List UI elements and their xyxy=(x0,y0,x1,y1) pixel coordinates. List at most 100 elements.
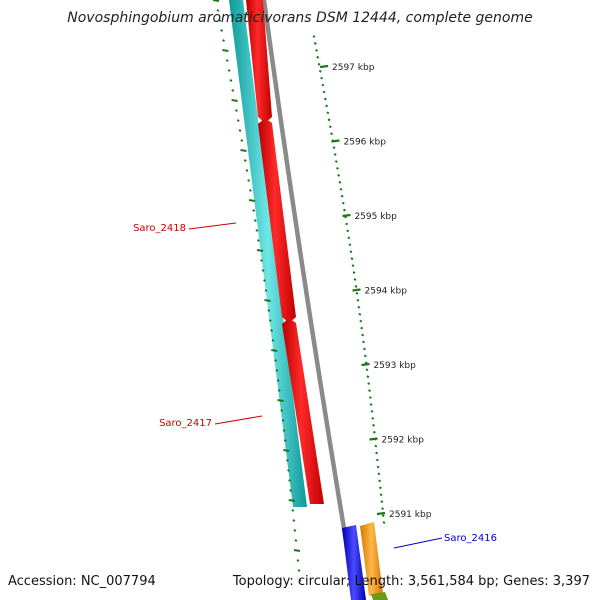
inner-tick-mark xyxy=(294,539,298,542)
inner-tick-mark xyxy=(238,129,242,132)
outer-tick-mark xyxy=(359,319,363,323)
inner-tick-mark xyxy=(240,139,244,142)
inner-tick-mark xyxy=(231,89,235,92)
tick-label: 2593 kbp xyxy=(373,361,416,371)
outer-tick-mark xyxy=(321,83,325,87)
inner-tick-mark xyxy=(297,569,301,572)
inner-tick-mark xyxy=(282,429,286,432)
tick-label: 2594 kbp xyxy=(365,287,408,297)
outer-tick-mark xyxy=(367,382,371,386)
inner-tick-mark xyxy=(264,299,271,302)
outer-tick-mark xyxy=(332,146,336,149)
outer-tick-mark xyxy=(346,229,350,233)
inner-tick-mark xyxy=(267,309,271,312)
outer-tick-mark xyxy=(372,423,375,427)
outer-tick-mark xyxy=(350,257,354,261)
cyan-track xyxy=(229,0,307,507)
major-tick-mark xyxy=(376,511,386,516)
inner-tick-mark xyxy=(274,359,278,362)
outer-tick-mark xyxy=(327,118,331,122)
inner-tick-mark xyxy=(248,199,256,202)
inner-tick-mark xyxy=(234,109,238,112)
inner-tick-mark xyxy=(253,219,257,222)
red-gene-2 xyxy=(258,118,296,323)
outer-tick-mark xyxy=(318,69,322,73)
inner-tick-mark xyxy=(263,279,266,282)
inner-tick-mark xyxy=(257,239,260,242)
gene-label[interactable]: Saro_2417 xyxy=(159,418,212,429)
outer-tick-mark xyxy=(365,368,369,372)
outer-tick-mark xyxy=(338,180,342,184)
outer-tick-mark xyxy=(362,340,365,344)
outer-tick-mark xyxy=(355,291,359,295)
inner-tick-mark xyxy=(260,259,263,262)
outer-tick-mark xyxy=(323,97,327,101)
tick-label: 2595 kbp xyxy=(354,212,397,222)
inner-tick-mark xyxy=(280,409,284,412)
inner-tick-mark xyxy=(289,489,293,492)
inner-tick-mark xyxy=(245,169,249,172)
inner-tick-mark xyxy=(261,269,265,272)
outer-tick-mark xyxy=(326,111,330,115)
tick-labels: 2597 kbp 2596 kbp 2595 kbp 2594 kbp 2593 kbp… xyxy=(319,63,432,520)
outer-tick-mark xyxy=(315,48,318,52)
outer-tick-mark xyxy=(333,153,337,156)
outer-tick-mark xyxy=(364,361,368,365)
outer-tick-mark xyxy=(342,208,346,212)
inner-tick-mark xyxy=(292,519,296,522)
tick-label: 2591 kbp xyxy=(389,510,432,520)
outer-tick-mark xyxy=(368,396,372,399)
outer-tick-mark xyxy=(379,493,383,497)
gene-label[interactable]: Saro_2418 xyxy=(133,223,186,234)
outer-tick-mark xyxy=(381,507,384,511)
outer-tick-mark xyxy=(334,160,338,163)
inner-tick-mark xyxy=(286,459,289,462)
outer-tick-mark xyxy=(325,104,329,108)
inner-tick-mark xyxy=(225,59,229,62)
inner-tick-mark xyxy=(296,559,300,562)
map-title: Novosphingobium aromaticivorans DSM 1244… xyxy=(67,10,533,26)
outer-tick-mark xyxy=(358,312,362,316)
outer-tick-mark xyxy=(313,42,317,45)
inner-tick-mark xyxy=(271,339,275,342)
outer-tick-marks xyxy=(312,35,386,524)
outer-tick-mark xyxy=(320,76,324,80)
major-tick-mark xyxy=(342,213,351,218)
backbone-line xyxy=(261,0,359,600)
gene-label[interactable]: Saro_2416 xyxy=(444,533,497,544)
inner-tick-mark xyxy=(287,469,291,472)
major-tick-mark xyxy=(369,437,378,441)
red-gene-3 xyxy=(282,318,324,504)
outer-tick-mark xyxy=(312,35,316,38)
inner-tick-mark xyxy=(255,229,259,232)
inner-tick-mark xyxy=(291,509,295,512)
outer-tick-mark xyxy=(316,55,320,59)
accession-text: Accession: NC_007794 xyxy=(8,574,156,589)
outer-tick-mark xyxy=(339,187,343,191)
outer-tick-mark xyxy=(363,354,367,358)
outer-tick-mark xyxy=(378,479,382,483)
outer-tick-mark xyxy=(360,326,364,330)
outer-tick-mark xyxy=(375,451,379,455)
outer-tick-mark xyxy=(340,194,344,198)
outer-tick-mark xyxy=(322,90,326,94)
outer-tick-mark xyxy=(368,389,371,392)
inner-tick-mark xyxy=(277,399,284,402)
blue-gene xyxy=(342,525,366,600)
outer-tick-mark xyxy=(375,458,379,462)
outer-tick-mark xyxy=(380,500,384,504)
inner-tick-mark xyxy=(240,149,247,152)
inner-tick-mark xyxy=(220,29,224,32)
inner-tick-mark xyxy=(248,189,252,192)
inner-tick-mark xyxy=(271,349,278,352)
outer-tick-mark xyxy=(381,514,385,517)
outer-tick-mark xyxy=(347,236,351,240)
outer-tick-mark xyxy=(376,465,380,469)
inner-tick-mark xyxy=(298,579,302,582)
inner-tick-mark xyxy=(281,419,285,422)
olive-gene xyxy=(371,592,388,600)
genome-summary-text: Topology: circular; Length: 3,561,584 bp… xyxy=(232,574,590,589)
outer-tick-mark xyxy=(377,472,381,476)
outer-tick-mark xyxy=(354,285,358,288)
